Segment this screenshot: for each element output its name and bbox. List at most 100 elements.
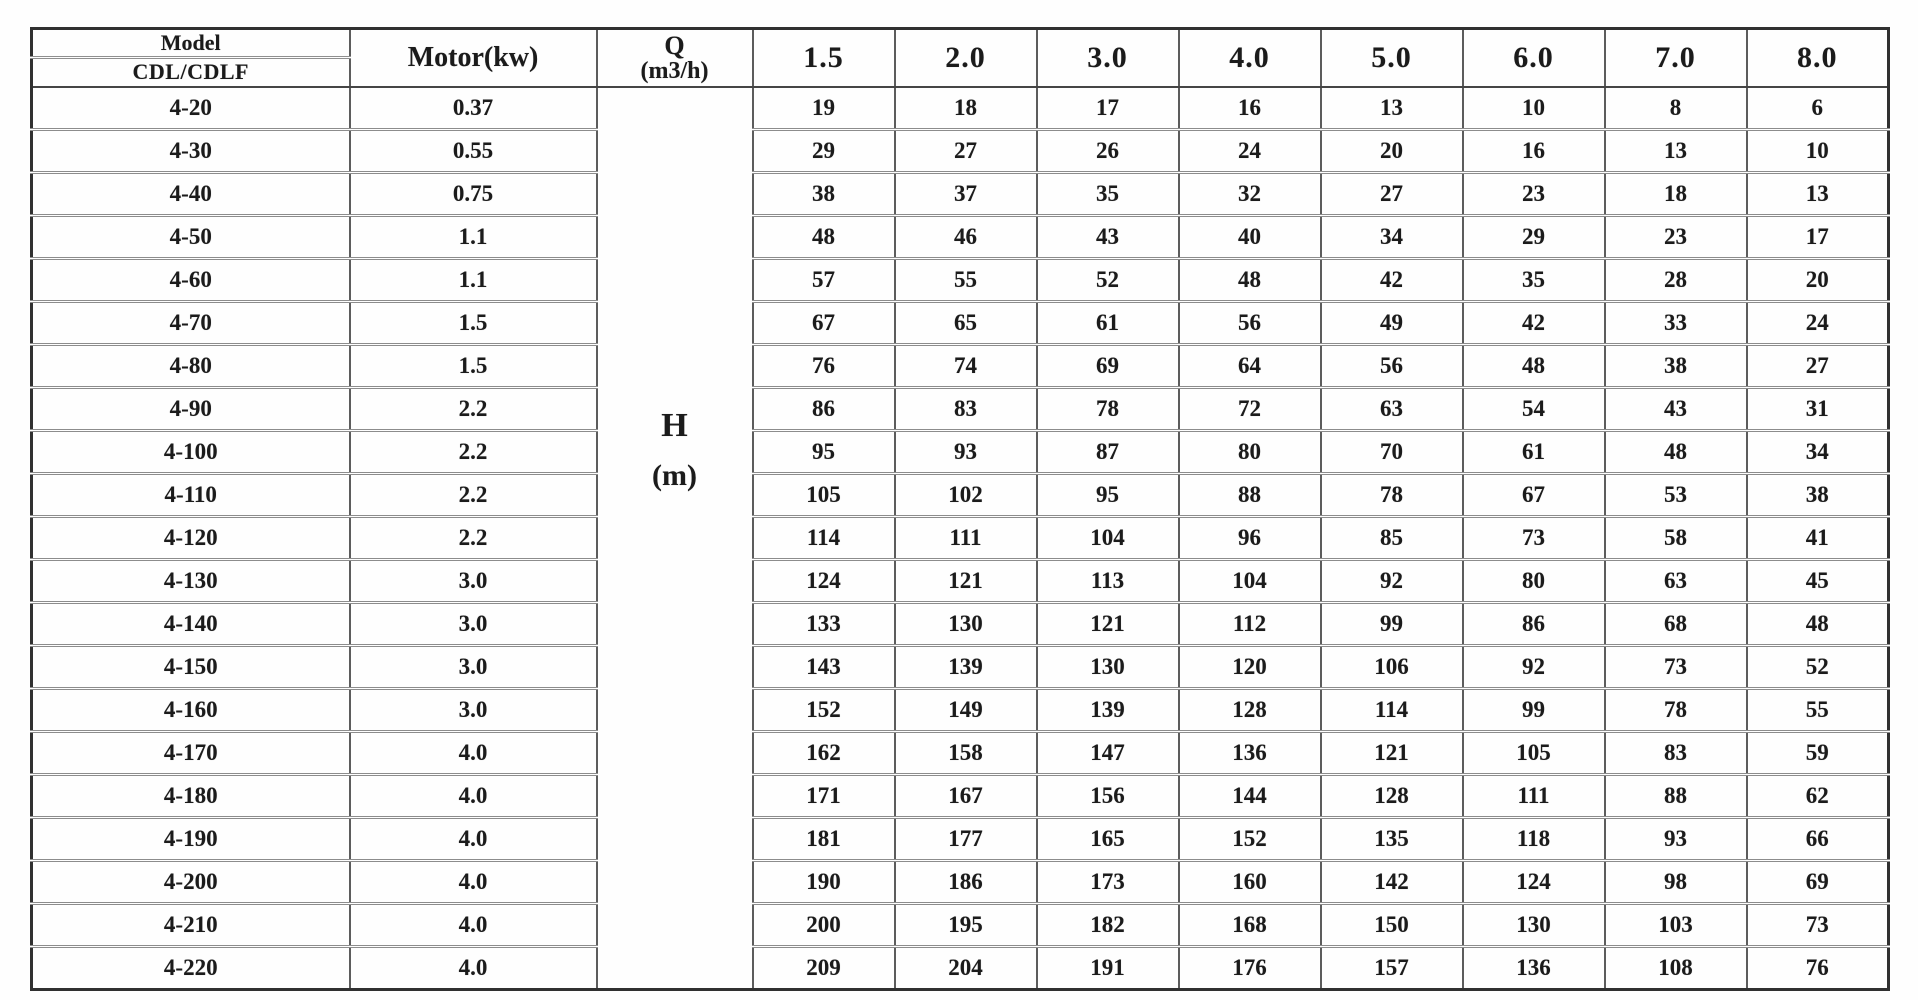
head-value-cell: 165 bbox=[1035, 816, 1179, 861]
q-symbol: Q bbox=[664, 30, 685, 60]
table-row: 4-190 4.0 181 177 165 152 135 118 93 66 bbox=[31, 816, 1889, 861]
motor-cell: 4.0 bbox=[348, 902, 597, 947]
head-value-cell: 8 bbox=[1603, 85, 1747, 130]
head-value-cell: 80 bbox=[1177, 429, 1321, 474]
head-value-cell: 108 bbox=[1603, 945, 1747, 990]
motor-cell: 1.1 bbox=[348, 257, 597, 302]
head-value-cell: 57 bbox=[751, 257, 895, 302]
head-value-cell: 73 bbox=[1461, 515, 1605, 560]
head-value-cell: 130 bbox=[893, 601, 1037, 646]
head-value-cell: 92 bbox=[1461, 644, 1605, 689]
head-value-cell: 62 bbox=[1745, 773, 1889, 818]
head-value-cell: 105 bbox=[751, 472, 895, 517]
head-value-cell: 130 bbox=[1461, 902, 1605, 947]
head-value-cell: 121 bbox=[1319, 730, 1463, 775]
table-row: 4-150 3.0 143 139 130 120 106 92 73 52 bbox=[31, 644, 1889, 689]
model-cell: 4-90 bbox=[31, 386, 350, 431]
table-row: 4-200 4.0 190 186 173 160 142 124 98 69 bbox=[31, 859, 1889, 904]
head-value-cell: 139 bbox=[1035, 687, 1179, 732]
head-value-cell: 13 bbox=[1745, 171, 1889, 216]
model-cell: 4-60 bbox=[31, 257, 350, 302]
head-value-cell: 76 bbox=[1745, 945, 1889, 990]
head-value-cell: 136 bbox=[1461, 945, 1605, 990]
head-value-cell: 58 bbox=[1603, 515, 1747, 560]
head-value-cell: 10 bbox=[1745, 128, 1889, 173]
head-value-cell: 160 bbox=[1177, 859, 1321, 904]
motor-cell: 2.2 bbox=[348, 429, 597, 474]
head-unit-cell: H (m) bbox=[595, 85, 753, 990]
header-row: Model Motor(kw) Q (m3/h) 1.5 2.0 3.0 4.0… bbox=[31, 28, 1889, 88]
head-value-cell: 114 bbox=[751, 515, 895, 560]
head-value-cell: 152 bbox=[751, 687, 895, 732]
head-value-cell: 6 bbox=[1745, 85, 1889, 130]
head-value-cell: 149 bbox=[893, 687, 1037, 732]
head-value-cell: 95 bbox=[1035, 472, 1179, 517]
head-value-cell: 78 bbox=[1035, 386, 1179, 431]
head-value-cell: 18 bbox=[1603, 171, 1747, 216]
head-value-cell: 150 bbox=[1319, 902, 1463, 947]
head-value-cell: 104 bbox=[1177, 558, 1321, 603]
head-value-cell: 16 bbox=[1177, 85, 1321, 130]
head-value-cell: 66 bbox=[1745, 816, 1889, 861]
motor-cell: 4.0 bbox=[348, 945, 597, 990]
model-cell: 4-50 bbox=[31, 214, 350, 259]
model-cell: 4-140 bbox=[31, 601, 350, 646]
motor-cell: 2.2 bbox=[348, 386, 597, 431]
model-cell: 4-40 bbox=[31, 171, 350, 216]
table-row: 4-130 3.0 124 121 113 104 92 80 63 45 bbox=[31, 558, 1889, 603]
head-value-cell: 78 bbox=[1603, 687, 1747, 732]
head-value-cell: 42 bbox=[1461, 300, 1605, 345]
head-value-cell: 99 bbox=[1319, 601, 1463, 646]
head-value-cell: 59 bbox=[1745, 730, 1889, 775]
head-value-cell: 65 bbox=[893, 300, 1037, 345]
head-value-cell: 19 bbox=[751, 85, 895, 130]
table-row: 4-80 1.5 76 74 69 64 56 48 38 27 bbox=[31, 343, 1889, 388]
head-value-cell: 33 bbox=[1603, 300, 1747, 345]
motor-cell: 3.0 bbox=[348, 558, 597, 603]
head-value-cell: 173 bbox=[1035, 859, 1179, 904]
head-value-cell: 29 bbox=[751, 128, 895, 173]
head-value-cell: 128 bbox=[1319, 773, 1463, 818]
table-row: 4-60 1.1 57 55 52 48 42 35 28 20 bbox=[31, 257, 1889, 302]
motor-cell: 1.5 bbox=[348, 343, 597, 388]
head-value-cell: 31 bbox=[1745, 386, 1889, 431]
head-value-cell: 104 bbox=[1035, 515, 1179, 560]
head-value-cell: 87 bbox=[1035, 429, 1179, 474]
table-row: 4-50 1.1 48 46 43 40 34 29 23 17 bbox=[31, 214, 1889, 259]
head-value-cell: 52 bbox=[1035, 257, 1179, 302]
head-value-cell: 143 bbox=[751, 644, 895, 689]
head-value-cell: 135 bbox=[1319, 816, 1463, 861]
head-value-cell: 103 bbox=[1603, 902, 1747, 947]
head-value-cell: 99 bbox=[1461, 687, 1605, 732]
head-value-cell: 56 bbox=[1177, 300, 1321, 345]
head-value-cell: 72 bbox=[1177, 386, 1321, 431]
head-value-cell: 67 bbox=[1461, 472, 1605, 517]
header-flow-7-0: 7.0 bbox=[1603, 28, 1747, 88]
table-row: 4-160 3.0 152 149 139 128 114 99 78 55 bbox=[31, 687, 1889, 732]
motor-cell: 3.0 bbox=[348, 601, 597, 646]
head-value-cell: 70 bbox=[1319, 429, 1463, 474]
head-value-cell: 55 bbox=[893, 257, 1037, 302]
head-value-cell: 61 bbox=[1035, 300, 1179, 345]
head-value-cell: 64 bbox=[1177, 343, 1321, 388]
head-value-cell: 111 bbox=[893, 515, 1037, 560]
head-value-cell: 124 bbox=[751, 558, 895, 603]
head-value-cell: 105 bbox=[1461, 730, 1605, 775]
table-row: 4-70 1.5 67 65 61 56 49 42 33 24 bbox=[31, 300, 1889, 345]
head-value-cell: 61 bbox=[1461, 429, 1605, 474]
head-value-cell: 86 bbox=[751, 386, 895, 431]
head-value-cell: 96 bbox=[1177, 515, 1321, 560]
head-value-cell: 32 bbox=[1177, 171, 1321, 216]
head-value-cell: 42 bbox=[1319, 257, 1463, 302]
head-value-cell: 48 bbox=[1177, 257, 1321, 302]
head-value-cell: 56 bbox=[1319, 343, 1463, 388]
head-value-cell: 76 bbox=[751, 343, 895, 388]
header-flow-1-5: 1.5 bbox=[751, 28, 895, 88]
header-flow-6-0: 6.0 bbox=[1461, 28, 1605, 88]
head-value-cell: 142 bbox=[1319, 859, 1463, 904]
motor-cell: 1.1 bbox=[348, 214, 597, 259]
head-value-cell: 176 bbox=[1177, 945, 1321, 990]
motor-cell: 4.0 bbox=[348, 859, 597, 904]
head-value-cell: 69 bbox=[1035, 343, 1179, 388]
head-value-cell: 136 bbox=[1177, 730, 1321, 775]
